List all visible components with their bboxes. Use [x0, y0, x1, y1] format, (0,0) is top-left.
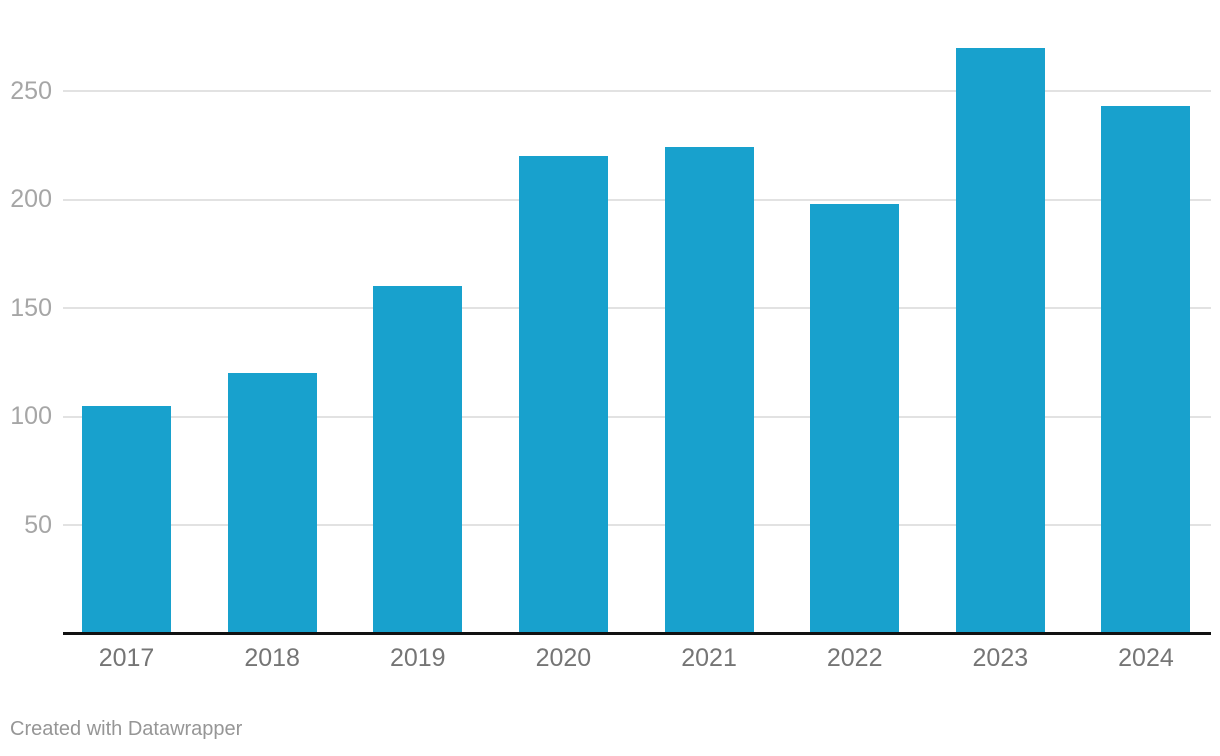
x-tick-label-2021: 2021: [681, 644, 737, 672]
plot-area: 50 100 150 200 250 2017 2018 2019 2020 2021 2022 20…: [10, 47, 1211, 672]
x-axis-line: [63, 632, 1211, 635]
bar-2024[interactable]: [1101, 106, 1191, 634]
x-tick-label-2024: 2024: [1118, 644, 1174, 672]
y-gridline: [63, 307, 1211, 309]
bar-2017[interactable]: [82, 405, 171, 634]
x-tick-label-2017: 2017: [98, 644, 155, 672]
x-tick-label-2023: 2023: [972, 644, 1029, 672]
bar-2022[interactable]: [810, 203, 900, 634]
y-gridline: [63, 524, 1211, 526]
x-tick-label-2022: 2022: [826, 644, 883, 672]
y-tick-label: 100: [10, 402, 52, 430]
datawrapper-credit-link[interactable]: Created with Datawrapper: [10, 718, 243, 740]
y-tick-label: 250: [10, 76, 52, 105]
x-tick-label-2019: 2019: [389, 644, 446, 672]
y-gridline: [63, 90, 1211, 92]
y-tick-label: 150: [10, 293, 52, 322]
y-tick-label: 200: [10, 185, 52, 213]
bar-2019[interactable]: [373, 286, 463, 634]
x-tick-label-2020: 2020: [535, 644, 592, 672]
bar-2023[interactable]: [955, 47, 1045, 634]
bar-2018[interactable]: [227, 373, 317, 634]
bar-2020[interactable]: [518, 156, 608, 634]
bar-2021[interactable]: [664, 147, 754, 634]
y-gridline: [63, 415, 1211, 418]
y-gridline: [63, 198, 1211, 201]
y-tick-label: 50: [24, 510, 52, 539]
x-tick-label-2018: 2018: [244, 644, 300, 672]
